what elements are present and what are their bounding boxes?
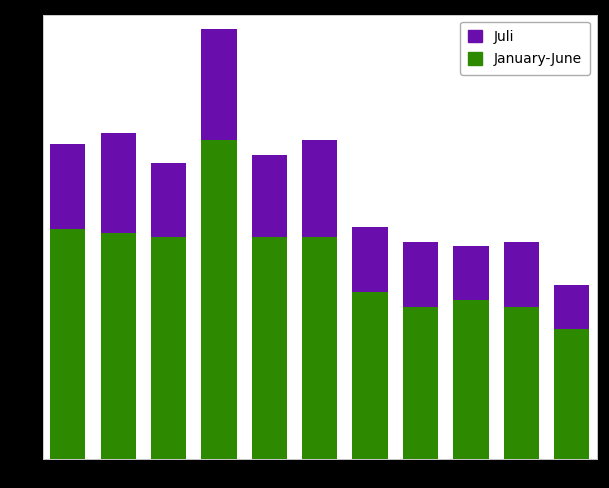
Bar [403,242,438,307]
Bar [302,141,337,237]
Bar [151,237,186,459]
Bar [252,237,287,459]
Bar [453,300,488,459]
Bar [353,227,388,292]
Bar [353,292,388,459]
Bar [202,141,236,459]
Bar [100,233,136,459]
Legend: Juli, January-June: Juli, January-June [460,21,590,75]
Bar [554,329,590,459]
Bar [453,245,488,300]
Bar [302,237,337,459]
Bar [403,307,438,459]
Bar [554,285,590,329]
Bar [252,155,287,237]
Bar [151,163,186,237]
Bar [50,229,85,459]
Bar [504,307,539,459]
Bar [202,29,236,141]
Bar [50,144,85,229]
Bar [504,242,539,307]
Bar [100,133,136,233]
